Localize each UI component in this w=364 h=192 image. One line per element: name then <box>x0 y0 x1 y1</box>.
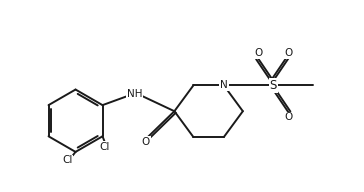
Text: O: O <box>254 48 262 58</box>
Text: NH: NH <box>127 89 142 99</box>
Text: N: N <box>220 80 228 90</box>
Text: Cl: Cl <box>99 142 110 151</box>
Text: O: O <box>284 112 293 122</box>
Text: O: O <box>284 48 293 58</box>
Text: O: O <box>142 137 150 147</box>
Text: Cl: Cl <box>62 155 72 165</box>
Text: S: S <box>270 79 277 92</box>
